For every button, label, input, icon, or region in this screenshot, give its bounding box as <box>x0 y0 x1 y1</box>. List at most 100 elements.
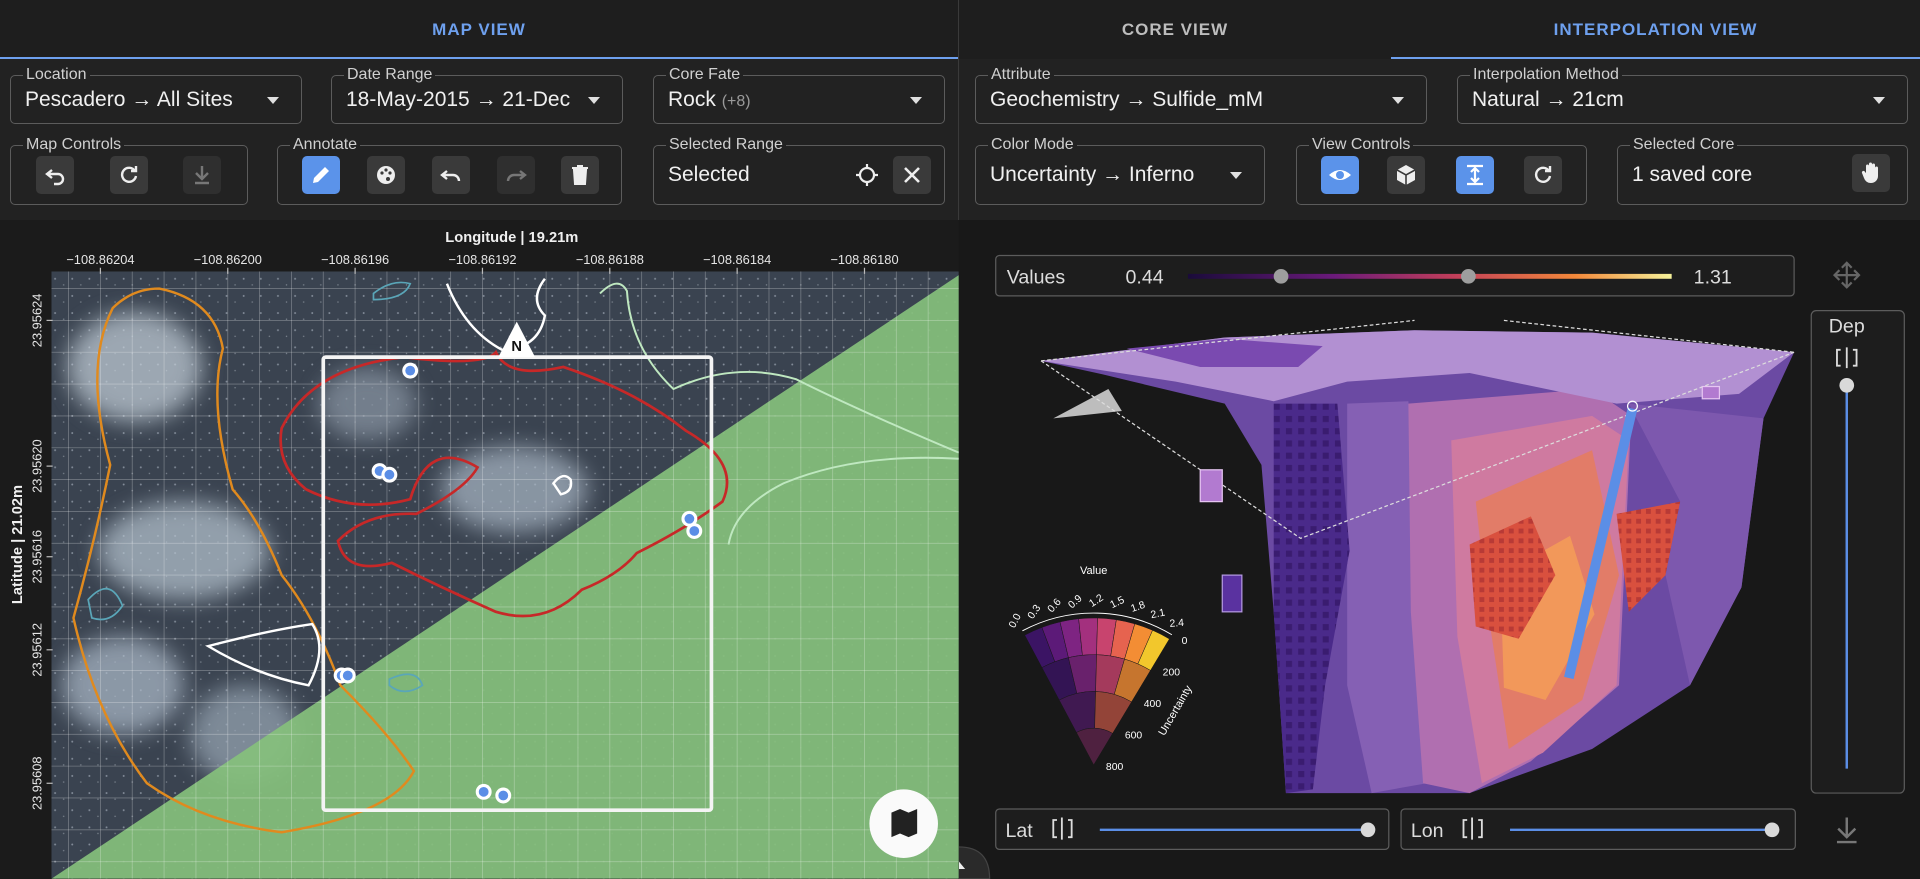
refresh-button[interactable] <box>110 156 148 194</box>
core-sample <box>1199 469 1223 503</box>
date-range-select[interactable]: Date Range 18-May-2015 → 21-Dec … <box>331 66 623 124</box>
icon-path <box>904 167 920 183</box>
y-tick-label: 23.95608 <box>30 756 45 810</box>
draw-button[interactable] <box>302 156 340 194</box>
values-label: Values <box>1007 267 1066 289</box>
clear-button[interactable] <box>893 156 931 194</box>
redo-annotation-button[interactable] <box>497 156 535 194</box>
collapse-tab[interactable] <box>959 846 991 879</box>
values-thumb[interactable] <box>1461 268 1476 284</box>
cloud <box>67 311 203 423</box>
selected-core[interactable] <box>1564 407 1638 680</box>
icon <box>1467 164 1483 186</box>
volume-layer <box>1273 403 1350 794</box>
undo-button[interactable] <box>36 156 74 194</box>
field-label: Annotate <box>290 136 361 154</box>
field-value: Pescadero → All Sites <box>25 87 233 111</box>
icon-path <box>1861 162 1878 184</box>
field-value: Uncertainty → Inferno <box>990 163 1195 186</box>
interpolation-select[interactable]: Interpolation Method Natural → 21cm <box>1457 66 1908 124</box>
cube-button[interactable] <box>1387 156 1425 194</box>
values-thumb[interactable] <box>1273 268 1289 284</box>
visibility-button[interactable] <box>1321 156 1359 194</box>
icon-path <box>131 166 138 173</box>
icon-path <box>572 165 588 185</box>
icon <box>377 166 395 184</box>
palette-button[interactable] <box>367 156 405 194</box>
legend-uncertainty-tick: 200 <box>1163 667 1181 678</box>
map-ticks: −108.86204 −108.86200 −108.86196 −108.86192… <box>30 252 899 810</box>
y-tick-label: 23.95620 <box>30 439 45 493</box>
tab[interactable]: CORE VIEW <box>1121 20 1229 39</box>
height-button[interactable] <box>1456 156 1494 194</box>
map-view[interactable]: N Longitude | 19.21m Latitude | 21.02m −… <box>0 220 959 879</box>
field-label: View Controls <box>1309 136 1414 154</box>
interpolation-view[interactable]: Values 0.44 1.31 Value Uncertainty 0.0 0.… <box>959 220 1920 879</box>
contour-teal <box>87 281 424 693</box>
color-mode-select[interactable]: Color Mode Uncertainty → Inferno <box>975 136 1265 205</box>
icon-dot <box>1336 171 1344 179</box>
contour-red <box>279 349 729 618</box>
collapse-icon <box>959 861 966 869</box>
core-marker-dot <box>405 365 416 376</box>
y-tick-label: 23.95616 <box>30 530 45 584</box>
icon-path <box>858 166 876 184</box>
download-icon[interactable] <box>1836 817 1857 844</box>
field-label: Location <box>23 66 90 84</box>
undo-annotation-button[interactable] <box>432 156 470 194</box>
x-axis-title: Longitude | 19.21m <box>445 230 578 246</box>
depth-box <box>1810 310 1905 794</box>
volume-layer <box>1628 403 1764 686</box>
legend-uncertainty-tick: 800 <box>1106 762 1124 773</box>
volume-layer <box>1347 401 1427 794</box>
core-top <box>1626 400 1638 412</box>
core-marker-dot <box>684 513 695 524</box>
volume-layer <box>1469 516 1556 639</box>
icon <box>1534 166 1552 183</box>
core-sample <box>1701 385 1721 400</box>
icon <box>506 170 527 182</box>
icon-path <box>1467 164 1483 186</box>
reset-view-button[interactable] <box>1524 156 1562 194</box>
icon <box>1396 165 1416 185</box>
delete-button[interactable] <box>561 156 599 194</box>
depth-thumb[interactable] <box>1839 377 1855 393</box>
pan-button[interactable] <box>1852 154 1890 192</box>
lon-thumb[interactable] <box>1764 822 1780 838</box>
icon <box>195 166 209 185</box>
field-label: Attribute <box>988 66 1054 84</box>
annotate-group: Annotate <box>277 136 622 205</box>
field-value: Rock (+8) <box>668 88 751 112</box>
cloud <box>61 636 184 735</box>
locate-button[interactable] <box>848 156 886 194</box>
depth-icon <box>1836 347 1858 369</box>
surface-shadow <box>1053 388 1122 419</box>
x-tick-label: −108.86184 <box>703 252 771 267</box>
icon-path <box>1534 166 1552 183</box>
field-value: 18-May-2015 → 21-Dec … <box>346 87 571 111</box>
core-fate-select[interactable]: Core Fate Rock (+8) <box>653 66 945 124</box>
tab[interactable]: MAP VIEW <box>0 0 958 59</box>
icon <box>440 170 461 182</box>
lat-thumb[interactable] <box>1360 822 1376 838</box>
y-tick-label: 23.95624 <box>30 294 45 348</box>
legend-title: Value <box>1080 565 1107 577</box>
field-value-text: Rock <box>668 87 716 111</box>
core-marker-dot <box>342 670 353 681</box>
field-label: Interpolation Method <box>1470 66 1622 84</box>
field-label: Selected Range <box>666 136 786 154</box>
icon-dot <box>388 171 392 175</box>
attribute-select[interactable]: Attribute Geochemistry → Sulfide_mM <box>975 66 1427 124</box>
field-value: Geochemistry → Sulfide_mM <box>990 87 1264 111</box>
location-select[interactable]: Location Pescadero → All Sites <box>10 66 302 124</box>
move-icon[interactable] <box>1832 261 1861 289</box>
field-value: Selected <box>668 163 750 186</box>
icon-path <box>856 164 878 186</box>
download-button[interactable] <box>183 156 221 194</box>
values-track[interactable] <box>1187 273 1672 279</box>
north-label: N <box>511 339 522 355</box>
icon-path <box>1545 166 1552 173</box>
field-value: Natural → 21cm <box>1472 87 1624 111</box>
cloud <box>318 366 417 441</box>
tab[interactable]: INTERPOLATION VIEW <box>1391 0 1920 59</box>
